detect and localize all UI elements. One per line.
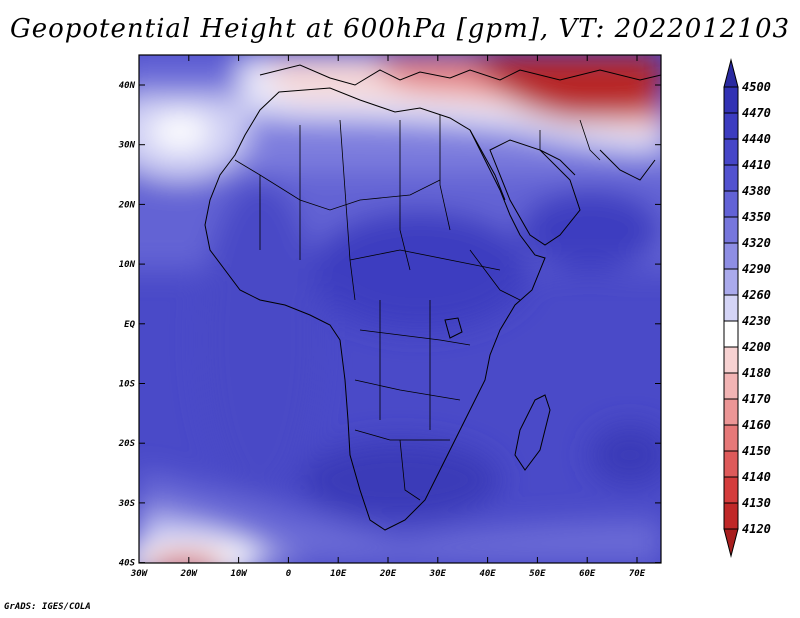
colorbar-swatch	[723, 216, 739, 244]
longitude-axis: 30W 20W 10W 0 10E 20E 30E 40E 50E 60E 70E	[130, 55, 646, 579]
colorbar-label: 4180	[742, 366, 771, 380]
colorbar-label: 4470	[742, 106, 771, 120]
lon-label: 50E	[529, 569, 546, 579]
colorbar-label: 4440	[742, 132, 771, 146]
colorbar-swatch	[723, 320, 739, 348]
lon-label: 10E	[330, 569, 347, 579]
colorbar-label: 4130	[742, 496, 771, 510]
colorbar-label: 4170	[742, 392, 771, 406]
lon-label: 20E	[379, 569, 397, 579]
colorbar-label: 4150	[742, 444, 771, 458]
colorbar-swatch	[723, 346, 739, 374]
plot-frame	[138, 54, 662, 564]
lake-victoria	[444, 317, 463, 339]
colorbar-swatch	[723, 424, 739, 452]
colorbar-swatch	[723, 398, 739, 426]
lon-label: 60E	[579, 569, 596, 579]
persian-gulf	[539, 149, 576, 176]
india-coast	[599, 149, 656, 181]
lat-label: 40S	[119, 559, 136, 569]
latitude-axis: 40N 30N 20N 10N EQ 10S 20S 30S 40S	[118, 81, 661, 569]
credit-text: GrADS: IGES/COLA	[4, 602, 91, 612]
colorbar-swatch	[723, 190, 739, 218]
lat-label: 10N	[119, 260, 136, 270]
coastlines	[204, 64, 661, 531]
colorbar-label: 4500	[742, 80, 771, 94]
colorbar-swatch	[723, 294, 739, 322]
arabia-coastline	[489, 139, 581, 246]
lat-label: 20S	[118, 439, 136, 449]
lat-label: 30N	[118, 141, 136, 151]
lat-label: 30S	[118, 499, 136, 509]
lon-label: 0	[286, 569, 292, 579]
colorbar-label: 4410	[742, 158, 771, 172]
colorbar-label: 4230	[742, 314, 771, 328]
colorbar-swatch	[723, 138, 739, 166]
map-title: Geopotential Height at 600hPa [gpm], VT:…	[9, 14, 791, 44]
colorbar-top-arrow	[723, 58, 739, 88]
lat-label: 10S	[119, 380, 136, 390]
colorbar-swatch	[723, 242, 739, 270]
lon-label: 30W	[130, 569, 149, 579]
colorbar-label: 4380	[742, 184, 771, 198]
colorbar-label: 4290	[742, 262, 771, 276]
colorbar-swatch	[723, 268, 739, 296]
lat-label: 40N	[119, 81, 136, 91]
country-borders	[234, 115, 601, 501]
colorbar-label: 4120	[742, 522, 771, 536]
colorbar-swatch	[723, 450, 739, 478]
lon-label: 10W	[230, 569, 248, 579]
colorbar-swatch	[723, 476, 739, 504]
lon-label: 20W	[180, 569, 199, 579]
colorbar-label: 4200	[742, 340, 771, 354]
colorbar-label: 4350	[742, 210, 771, 224]
madagascar	[514, 394, 551, 471]
colorbar: 4500 4470 4440 4410 4380 4350 4320 4290 4260 4230…	[723, 58, 771, 558]
colorbar-label: 4160	[742, 418, 771, 432]
colorbar-swatch	[723, 112, 739, 140]
red-sea	[469, 129, 506, 201]
colorbar-label: 4260	[742, 288, 771, 302]
lon-label: 40E	[479, 569, 496, 579]
lon-label: 30E	[429, 569, 447, 579]
colorbar-bottom-arrow	[723, 528, 739, 558]
colorbar-swatch	[723, 164, 739, 192]
europe-coastline	[259, 64, 661, 86]
africa-coastline	[204, 87, 546, 531]
colorbar-swatch	[723, 502, 739, 530]
lat-label: 20N	[118, 200, 136, 210]
lat-label: EQ	[124, 320, 135, 330]
colorbar-swatch	[723, 86, 739, 114]
colorbar-swatch	[723, 372, 739, 400]
colorbar-label: 4320	[742, 236, 771, 250]
colorbar-label: 4140	[742, 470, 771, 484]
lon-label: 70E	[629, 569, 646, 579]
